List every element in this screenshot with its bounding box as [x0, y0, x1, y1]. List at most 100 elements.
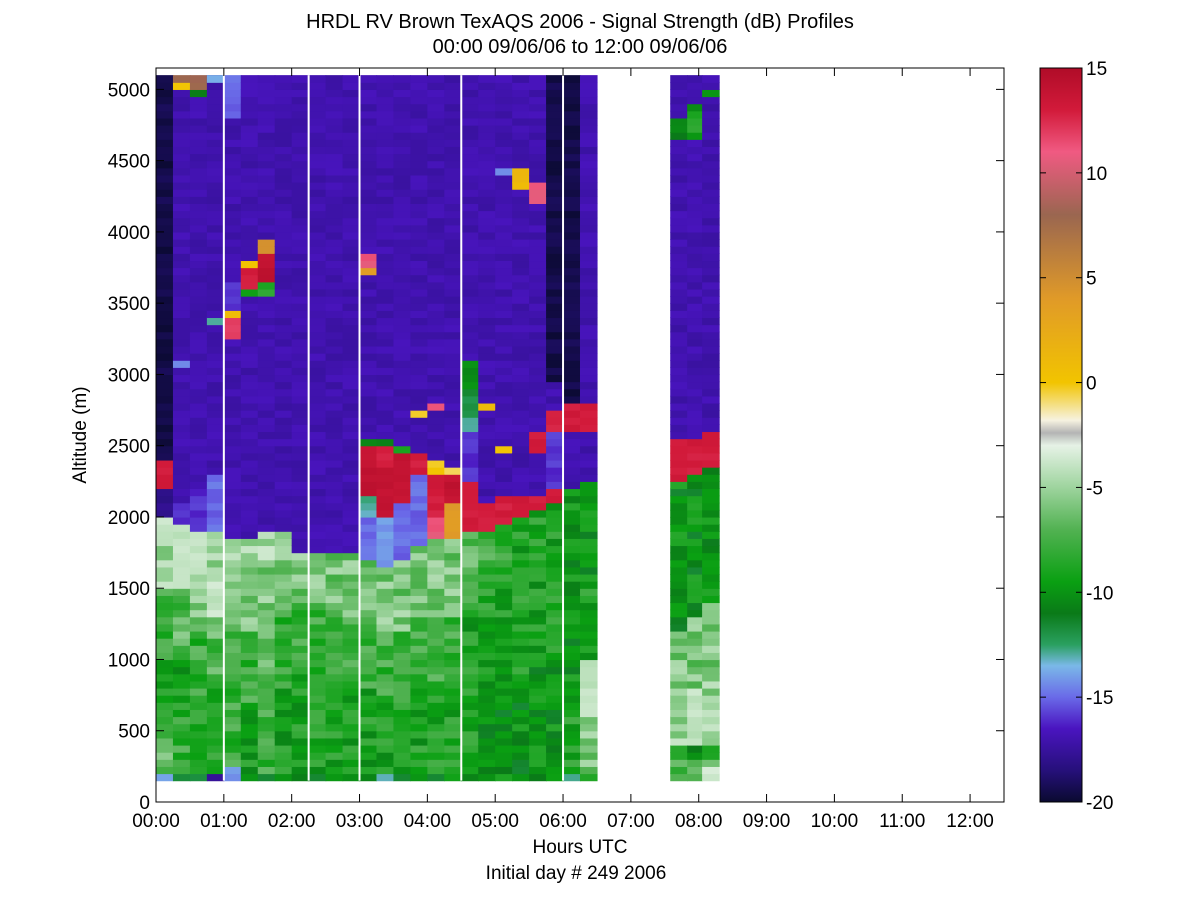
heatmap-cell — [529, 759, 547, 767]
heatmap-cell — [342, 481, 361, 490]
heatmap-cell — [257, 75, 276, 83]
heatmap-cell — [529, 353, 547, 361]
heatmap-cell — [172, 139, 191, 147]
heatmap-cell — [325, 623, 344, 632]
heatmap-cell — [687, 481, 703, 490]
heatmap-cell — [478, 730, 496, 739]
heatmap-cell — [563, 96, 581, 105]
heatmap-cell — [393, 552, 411, 561]
heatmap-cell — [563, 217, 581, 226]
heatmap-cell — [257, 467, 276, 475]
heatmap-cell — [274, 210, 293, 219]
heatmap-cell — [223, 445, 242, 454]
heatmap-cell — [240, 288, 259, 297]
heatmap-cell — [308, 210, 327, 219]
heatmap-cell — [359, 82, 378, 90]
heatmap-cell — [702, 146, 720, 155]
heatmap-cell — [444, 324, 462, 333]
heatmap-cell — [291, 595, 310, 604]
heatmap-cell — [427, 82, 445, 90]
heatmap-cell — [291, 260, 310, 269]
heatmap-cell — [512, 652, 530, 661]
heatmap-cell — [546, 167, 564, 176]
heatmap-cell — [240, 702, 259, 710]
heatmap-cell — [156, 253, 174, 262]
heatmap-cell — [546, 360, 564, 368]
heatmap-cell — [172, 552, 191, 561]
heatmap-cell — [257, 445, 276, 454]
heatmap-cell — [274, 395, 293, 404]
heatmap-cell — [702, 545, 720, 554]
heatmap-cell — [461, 153, 479, 162]
heatmap-cell — [563, 310, 581, 319]
heatmap-cell — [376, 509, 395, 518]
heatmap-cell — [427, 174, 445, 183]
heatmap-cell — [342, 581, 361, 589]
heatmap-cell — [342, 281, 361, 290]
heatmap-cell — [223, 452, 242, 461]
heatmap-cell — [687, 381, 703, 390]
heatmap-cell — [444, 75, 462, 83]
heatmap-cell — [308, 431, 327, 440]
heatmap-cell — [563, 616, 581, 625]
heatmap-cell — [444, 566, 462, 575]
heatmap-cell — [206, 538, 225, 547]
heatmap-cell — [325, 695, 344, 703]
heatmap-cell — [563, 367, 581, 376]
heatmap-cell — [172, 75, 191, 83]
heatmap-cell — [274, 474, 293, 482]
heatmap-cell — [359, 595, 378, 604]
heatmap-cell — [427, 310, 445, 319]
heatmap-cell — [156, 773, 174, 782]
heatmap-cell — [257, 374, 276, 383]
heatmap-cell — [257, 581, 276, 589]
heatmap-cell — [410, 331, 428, 340]
heatmap-cell — [223, 410, 242, 418]
heatmap-cell — [240, 687, 259, 696]
heatmap-cell — [427, 189, 445, 197]
heatmap-cell — [687, 310, 703, 319]
heatmap-cell — [478, 96, 496, 105]
heatmap-cell — [580, 253, 598, 262]
heatmap-cell — [512, 338, 530, 347]
heatmap-cell — [257, 752, 276, 760]
heatmap-cell — [393, 331, 411, 340]
heatmap-cell — [512, 239, 530, 247]
heatmap-cell — [512, 96, 530, 105]
heatmap-cell — [546, 381, 564, 390]
heatmap-cell — [223, 581, 242, 589]
heatmap-cell — [206, 438, 225, 447]
heatmap-cell — [274, 189, 293, 197]
heatmap-cell — [410, 638, 428, 646]
heatmap-cell — [274, 759, 293, 767]
heatmap-cell — [495, 132, 513, 140]
heatmap-cell — [495, 395, 513, 404]
heatmap-cell — [410, 623, 428, 632]
heatmap-cell — [410, 146, 428, 155]
heatmap-cell — [478, 125, 496, 133]
heatmap-cell — [376, 638, 395, 646]
heatmap-cell — [189, 566, 208, 575]
heatmap-cell — [308, 716, 327, 725]
heatmap-cell — [702, 481, 720, 490]
heatmap-cell — [546, 174, 564, 183]
heatmap-cell — [461, 595, 479, 604]
heatmap-cell — [670, 609, 688, 618]
x-tick-label: 03:00 — [336, 811, 384, 832]
heatmap-cell — [427, 353, 445, 361]
y-tick-label: 5000 — [108, 80, 150, 101]
heatmap-cell — [291, 709, 310, 718]
heatmap-cell — [702, 438, 720, 447]
heatmap-cell — [529, 467, 547, 475]
heatmap-cell — [563, 723, 581, 732]
heatmap-cell — [495, 452, 513, 461]
heatmap-cell — [156, 324, 174, 333]
heatmap-cell — [342, 338, 361, 347]
heatmap-cell — [546, 459, 564, 468]
heatmap-cell — [393, 167, 411, 176]
heatmap-cell — [529, 752, 547, 760]
heatmap-cell — [359, 538, 378, 547]
heatmap-cell — [563, 360, 581, 368]
heatmap-cell — [410, 174, 428, 183]
heatmap-cell — [325, 752, 344, 760]
